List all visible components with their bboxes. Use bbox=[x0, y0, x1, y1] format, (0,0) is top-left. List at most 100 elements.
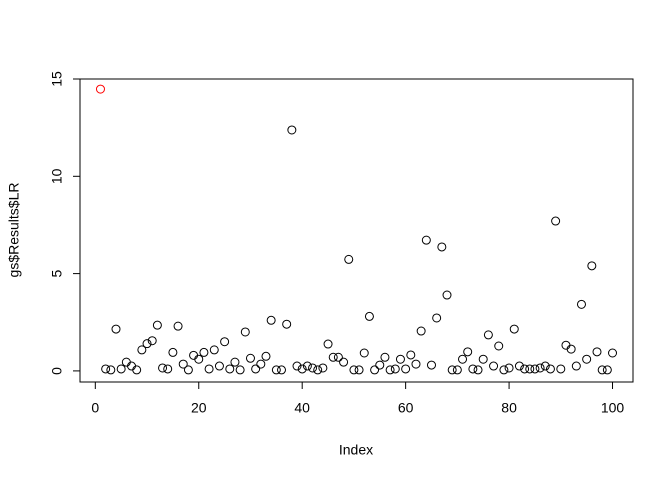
x-tick-label: 80 bbox=[501, 400, 517, 416]
point bbox=[344, 254, 354, 264]
point bbox=[349, 365, 359, 375]
point bbox=[214, 361, 224, 371]
point bbox=[426, 360, 436, 370]
point bbox=[478, 354, 488, 364]
y-tick-label: 5 bbox=[49, 270, 65, 278]
point bbox=[525, 364, 535, 374]
point bbox=[494, 341, 504, 351]
point bbox=[137, 345, 147, 355]
point bbox=[261, 351, 271, 361]
point bbox=[489, 361, 499, 371]
point bbox=[421, 235, 431, 245]
point bbox=[106, 365, 116, 375]
point bbox=[158, 363, 168, 373]
point bbox=[416, 326, 426, 336]
point bbox=[277, 365, 287, 375]
point bbox=[132, 365, 142, 375]
y-tick-label: 15 bbox=[49, 71, 65, 87]
point bbox=[240, 327, 250, 337]
point bbox=[582, 354, 592, 364]
point bbox=[520, 364, 530, 374]
point bbox=[339, 357, 349, 367]
point bbox=[375, 360, 385, 370]
point bbox=[468, 364, 478, 374]
point bbox=[163, 364, 173, 374]
point bbox=[271, 365, 281, 375]
point bbox=[364, 311, 374, 321]
point bbox=[199, 347, 209, 357]
point bbox=[411, 359, 421, 369]
point bbox=[535, 363, 545, 373]
point bbox=[504, 363, 514, 373]
point bbox=[323, 339, 333, 349]
point bbox=[209, 345, 219, 355]
point bbox=[561, 340, 571, 350]
point bbox=[194, 354, 204, 364]
point bbox=[287, 125, 297, 135]
point bbox=[608, 348, 618, 358]
point bbox=[116, 364, 126, 374]
y-axis-label: gs$Results$LR bbox=[6, 183, 22, 278]
point bbox=[230, 357, 240, 367]
point bbox=[251, 364, 261, 374]
y-tick-label: 10 bbox=[49, 168, 65, 184]
point bbox=[225, 364, 235, 374]
point bbox=[152, 320, 162, 330]
point bbox=[602, 365, 612, 375]
point bbox=[266, 315, 276, 325]
point bbox=[189, 350, 199, 360]
point bbox=[183, 365, 193, 375]
point bbox=[173, 321, 183, 331]
plot-box bbox=[79, 78, 634, 383]
point bbox=[576, 299, 586, 309]
point bbox=[318, 363, 328, 373]
point bbox=[380, 352, 390, 362]
point bbox=[401, 364, 411, 374]
point bbox=[530, 364, 540, 374]
point bbox=[127, 361, 137, 371]
y-tick-label: 0 bbox=[49, 367, 65, 375]
point bbox=[95, 84, 105, 94]
point bbox=[178, 359, 188, 369]
point bbox=[571, 361, 581, 371]
point bbox=[359, 348, 369, 358]
point bbox=[292, 361, 302, 371]
point bbox=[168, 347, 178, 357]
point bbox=[302, 361, 312, 371]
x-axis-label: Index bbox=[339, 442, 373, 458]
x-tick-label: 40 bbox=[294, 400, 310, 416]
point bbox=[142, 339, 152, 349]
point bbox=[220, 337, 230, 347]
point bbox=[566, 344, 576, 354]
point bbox=[509, 324, 519, 334]
x-tick-label: 20 bbox=[191, 400, 207, 416]
point bbox=[406, 350, 416, 360]
point bbox=[437, 242, 447, 252]
point bbox=[147, 336, 157, 346]
point bbox=[556, 364, 566, 374]
point bbox=[499, 365, 509, 375]
x-tick-label: 0 bbox=[91, 400, 99, 416]
x-tick-label: 60 bbox=[398, 400, 414, 416]
point bbox=[328, 352, 338, 362]
point bbox=[592, 347, 602, 357]
point bbox=[111, 324, 121, 334]
point bbox=[540, 361, 550, 371]
point bbox=[447, 365, 457, 375]
point bbox=[442, 290, 452, 300]
point bbox=[256, 359, 266, 369]
point bbox=[282, 319, 292, 329]
point bbox=[545, 364, 555, 374]
point bbox=[370, 365, 380, 375]
point bbox=[551, 216, 561, 226]
point bbox=[354, 365, 364, 375]
point bbox=[473, 365, 483, 375]
point bbox=[458, 354, 468, 364]
point bbox=[333, 352, 343, 362]
point bbox=[483, 330, 493, 340]
point bbox=[452, 365, 462, 375]
point bbox=[463, 347, 473, 357]
point bbox=[245, 353, 255, 363]
point bbox=[204, 364, 214, 374]
